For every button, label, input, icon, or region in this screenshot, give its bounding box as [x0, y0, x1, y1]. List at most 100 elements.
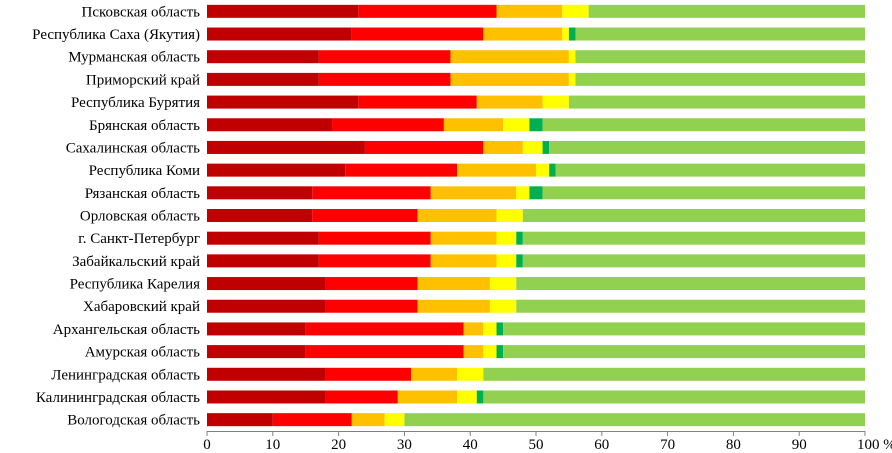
bar-row: [207, 118, 865, 132]
bar-row: [207, 254, 865, 268]
bar-row: [207, 95, 865, 109]
bar-segment: [312, 209, 418, 222]
bar-segment: [318, 72, 451, 86]
bar-segment: [457, 367, 484, 381]
bar-segment: [542, 140, 550, 154]
bar-segment: [575, 27, 865, 41]
bar-segment: [318, 254, 431, 268]
bar-segment: [463, 322, 484, 336]
bar-segment: [555, 163, 865, 177]
bar-segment: [503, 118, 530, 132]
bar-segment: [207, 27, 352, 41]
x-tick-label: 60: [594, 437, 609, 453]
bar-segment: [410, 367, 458, 381]
bar-segment: [503, 345, 865, 359]
category-label: Республика Коми: [89, 163, 200, 179]
bars-layer: [207, 4, 865, 427]
bar-segment: [516, 277, 865, 291]
x-tick-label: 20: [331, 437, 346, 453]
bar-segment: [351, 27, 484, 41]
bar-segment: [516, 254, 523, 268]
bar-segment: [522, 140, 543, 154]
bar-segment: [489, 299, 517, 313]
bar-segment: [476, 95, 543, 109]
bar-segment: [332, 118, 444, 132]
bar-segment: [207, 118, 333, 132]
bar-segment: [496, 209, 523, 222]
category-label: Забайкальский край: [72, 254, 200, 270]
bar-segment: [496, 254, 517, 268]
bar-segment: [358, 95, 477, 109]
bar-row: [207, 186, 865, 200]
bar-row: [207, 4, 865, 18]
bar-segment: [364, 140, 484, 154]
x-tick-label: 90: [792, 437, 807, 453]
bar-row: [207, 231, 865, 245]
category-labels: Псковская область Республика Саха (Якутия…: [32, 4, 200, 428]
bar-segment: [325, 367, 411, 381]
category-label: Брянская область: [89, 118, 200, 134]
category-label: Орловская область: [80, 209, 200, 225]
bar-segment: [463, 345, 484, 359]
bar-segment: [207, 140, 365, 154]
category-label: Республика Карелия: [70, 277, 201, 293]
bar-segment: [568, 72, 576, 86]
category-label: Калининградская область: [36, 390, 200, 406]
bar-row: [207, 163, 865, 177]
category-label: Хабаровский край: [83, 299, 200, 315]
bar-row: [207, 299, 865, 313]
bar-segment: [450, 72, 569, 86]
bar-row: [207, 345, 865, 359]
x-tick-label: 80: [726, 437, 741, 453]
bar-segment: [358, 4, 497, 18]
x-tick-label: 40: [463, 437, 478, 453]
category-label: Республика Саха (Якутия): [32, 27, 200, 43]
bar-segment: [457, 390, 477, 404]
bar-segment: [588, 4, 865, 18]
bar-segment: [417, 299, 490, 313]
bar-segment: [305, 322, 464, 336]
bar-row: [207, 72, 865, 86]
bar-segment: [496, 345, 504, 359]
bar-segment: [404, 413, 865, 427]
bar-segment: [483, 322, 497, 336]
bar-row: [207, 27, 865, 41]
bar-segment: [318, 50, 451, 64]
bar-segment: [483, 367, 865, 381]
bar-row: [207, 322, 865, 336]
bar-segment: [207, 72, 319, 86]
bar-segment: [305, 345, 464, 359]
bar-segment: [325, 299, 418, 313]
bar-row: [207, 209, 865, 222]
bar-segment: [522, 231, 865, 245]
bar-segment: [207, 322, 306, 336]
bar-segment: [496, 231, 517, 245]
bar-segment: [549, 140, 865, 154]
bar-segment: [536, 163, 550, 177]
category-label: Сахалинская область: [66, 140, 200, 156]
bar-segment: [489, 277, 517, 291]
bar-segment: [522, 254, 865, 268]
bar-segment: [562, 4, 589, 18]
bar-segment: [562, 27, 569, 41]
bar-segment: [529, 118, 543, 132]
bar-segment: [542, 186, 865, 200]
category-label: Приморский край: [86, 72, 200, 88]
bar-segment: [450, 50, 569, 64]
bar-segment: [496, 4, 563, 18]
bar-segment: [483, 390, 865, 404]
bar-segment: [207, 231, 319, 245]
bar-segment: [430, 186, 517, 200]
category-label: Ленинградская область: [51, 367, 200, 383]
bar-row: [207, 413, 865, 427]
bar-segment: [549, 163, 556, 177]
bar-segment: [496, 322, 504, 336]
bar-segment: [417, 209, 497, 222]
category-label: Рязанская область: [85, 186, 200, 202]
bar-segment: [325, 390, 398, 404]
x-tick-label: 0: [203, 437, 211, 453]
bar-segment: [325, 277, 418, 291]
bar-segment: [351, 413, 385, 427]
bar-segment: [207, 4, 359, 18]
